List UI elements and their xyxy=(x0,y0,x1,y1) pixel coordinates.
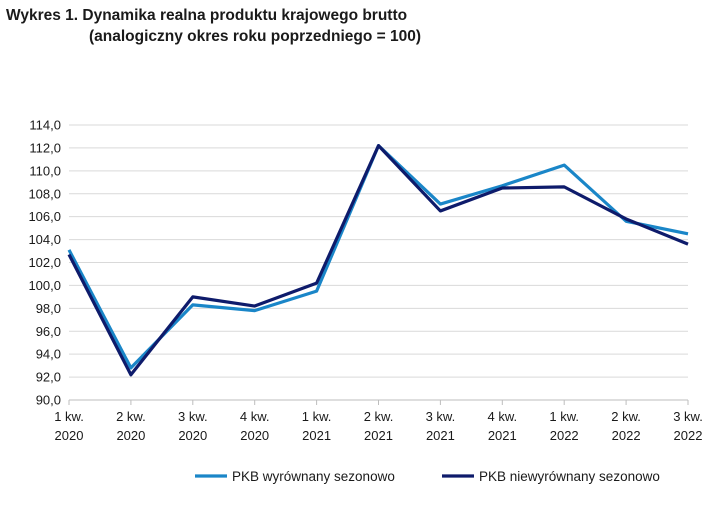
y-tick-label: 96,0 xyxy=(36,324,61,339)
x-tick-label: 4 kw. 2021 xyxy=(487,409,517,443)
x-tick-label: 3 kw. 2021 xyxy=(426,409,456,443)
y-tick-label: 114,0 xyxy=(29,118,61,133)
y-axis: 90,0 92,0 94,0 96,0 98,0 100,0 102,0 104,0 106,0… xyxy=(28,118,61,408)
x-tick-label: 1 kw. 2021 xyxy=(302,409,332,443)
x-tick-label: 4 kw. 2020 xyxy=(240,409,270,443)
y-tick-label: 90,0 xyxy=(36,393,61,408)
chart-title: Wykres 1. Dynamika realna produktu krajo… xyxy=(6,7,408,24)
x-tick-label: 2 kw. 2022 xyxy=(611,409,641,443)
legend: PKB wyrównany sezonowo PKB niewyrównany s… xyxy=(195,469,660,484)
chart-title-block: Wykres 1. Dynamika realna produktu krajo… xyxy=(6,5,421,47)
chart-subtitle: (analogiczny okres roku poprzedniego = 1… xyxy=(89,28,422,45)
series-lines xyxy=(67,144,689,377)
legend-label-2: PKB niewyrównany sezonowo xyxy=(479,469,660,484)
x-tick-label: 3 kw. 2022 xyxy=(673,409,703,443)
y-tick-label: 102,0 xyxy=(28,255,61,270)
legend-label-1: PKB wyrównany sezonowo xyxy=(232,469,395,484)
y-tick-label: 92,0 xyxy=(36,370,61,385)
gridlines xyxy=(69,124,688,401)
y-tick-label: 110,0 xyxy=(29,163,61,178)
y-tick-label: 108,0 xyxy=(28,186,61,201)
x-tick-label: 2 kw. 2020 xyxy=(116,409,146,443)
x-axis: 1 kw. 2020 2 kw. 2020 3 kw. 2020 4 kw. 2020 1 kw… xyxy=(54,400,703,443)
y-tick-label: 94,0 xyxy=(36,347,61,362)
x-tick-label: 1 kw. 2020 xyxy=(54,409,84,443)
y-tick-label: 106,0 xyxy=(28,209,61,224)
y-tick-label: 112,0 xyxy=(29,140,61,155)
x-tick-label: 2 kw. 2021 xyxy=(364,409,394,443)
x-tick-label: 3 kw. 2020 xyxy=(178,409,208,443)
x-tick-label: 1 kw. 2022 xyxy=(549,409,579,443)
y-tick-label: 104,0 xyxy=(28,232,61,247)
y-tick-label: 100,0 xyxy=(28,278,61,293)
series-line-2 xyxy=(67,144,689,377)
y-tick-label: 98,0 xyxy=(36,301,61,316)
